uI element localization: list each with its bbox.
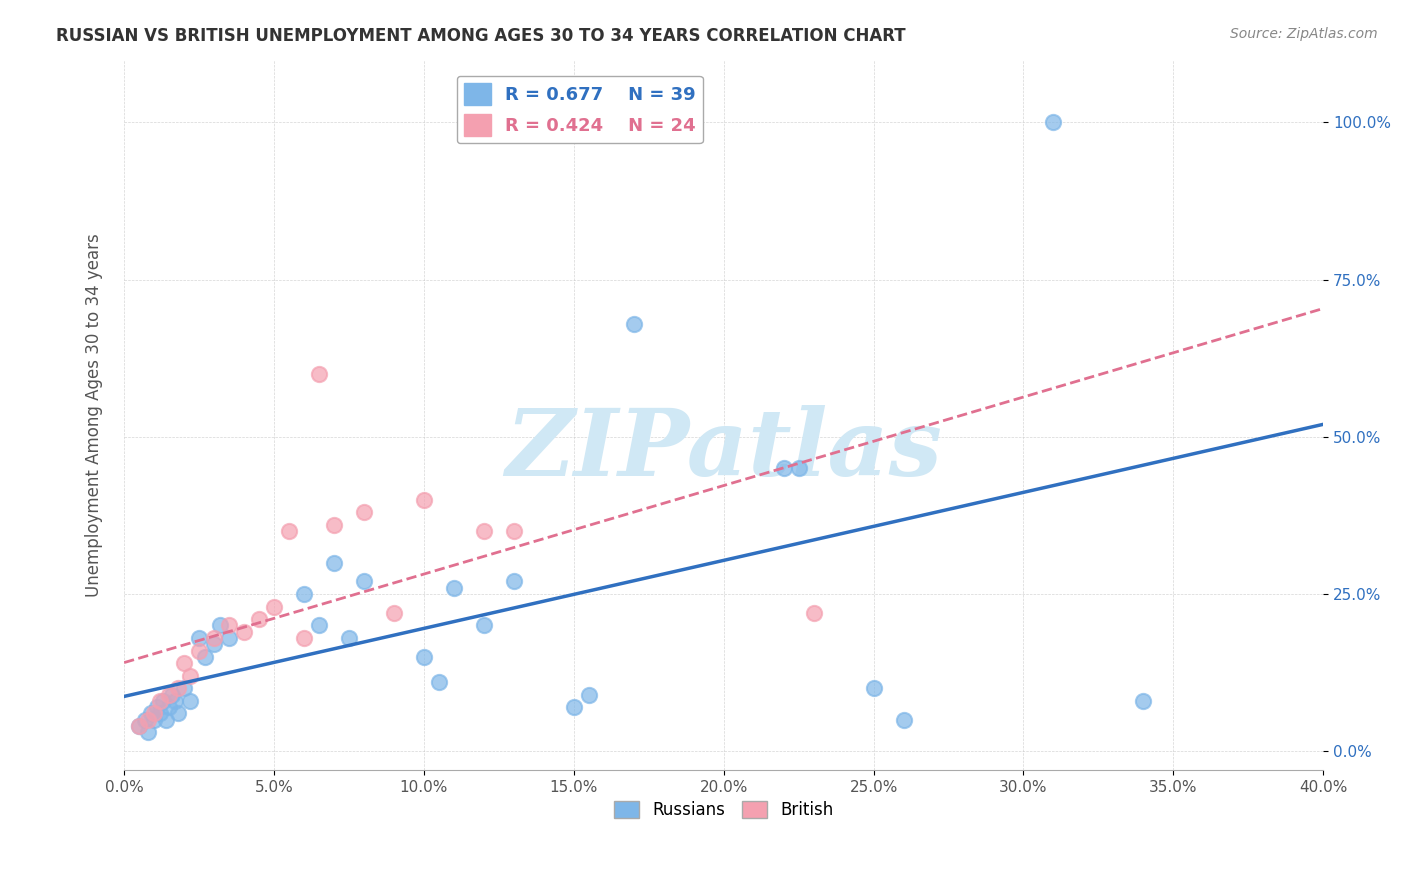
Point	[173, 681, 195, 696]
Point	[218, 618, 240, 632]
Point	[188, 631, 211, 645]
Point	[263, 599, 285, 614]
Point	[136, 725, 159, 739]
Point	[143, 706, 166, 721]
Point	[149, 694, 172, 708]
Text: Source: ZipAtlas.com: Source: ZipAtlas.com	[1230, 27, 1378, 41]
Y-axis label: Unemployment Among Ages 30 to 34 years: Unemployment Among Ages 30 to 34 years	[86, 233, 103, 597]
Point	[209, 618, 232, 632]
Point	[173, 656, 195, 670]
Point	[353, 505, 375, 519]
Point	[413, 649, 436, 664]
Point	[202, 637, 225, 651]
Text: ZIPatlas: ZIPatlas	[505, 405, 942, 495]
Text: RUSSIAN VS BRITISH UNEMPLOYMENT AMONG AGES 30 TO 34 YEARS CORRELATION CHART: RUSSIAN VS BRITISH UNEMPLOYMENT AMONG AG…	[56, 27, 905, 45]
Point	[146, 700, 169, 714]
Point	[167, 681, 190, 696]
Point	[803, 606, 825, 620]
Point	[308, 367, 330, 381]
Point	[578, 688, 600, 702]
Point	[502, 524, 524, 538]
Point	[337, 631, 360, 645]
Point	[562, 700, 585, 714]
Point	[128, 719, 150, 733]
Point	[247, 612, 270, 626]
Point	[292, 631, 315, 645]
Point	[472, 524, 495, 538]
Point	[179, 694, 201, 708]
Point	[353, 574, 375, 589]
Point	[292, 587, 315, 601]
Point	[443, 581, 465, 595]
Point	[323, 517, 346, 532]
Point	[787, 461, 810, 475]
Point	[152, 694, 174, 708]
Point	[218, 631, 240, 645]
Point	[772, 461, 794, 475]
Point	[623, 317, 645, 331]
Point	[413, 492, 436, 507]
Point	[862, 681, 884, 696]
Point	[323, 556, 346, 570]
Point	[472, 618, 495, 632]
Point	[202, 631, 225, 645]
Point	[134, 713, 156, 727]
Point	[157, 688, 180, 702]
Point	[278, 524, 301, 538]
Point	[160, 688, 183, 702]
Point	[1132, 694, 1154, 708]
Point	[128, 719, 150, 733]
Point	[143, 713, 166, 727]
Point	[233, 624, 256, 639]
Point	[188, 643, 211, 657]
Point	[893, 713, 915, 727]
Point	[139, 706, 162, 721]
Point	[155, 713, 177, 727]
Point	[179, 669, 201, 683]
Point	[1042, 115, 1064, 129]
Point	[308, 618, 330, 632]
Point	[167, 706, 190, 721]
Point	[427, 675, 450, 690]
Point	[194, 649, 217, 664]
Legend: Russians, British: Russians, British	[607, 794, 841, 826]
Point	[149, 706, 172, 721]
Point	[165, 694, 187, 708]
Point	[157, 700, 180, 714]
Point	[502, 574, 524, 589]
Point	[136, 713, 159, 727]
Point	[382, 606, 405, 620]
